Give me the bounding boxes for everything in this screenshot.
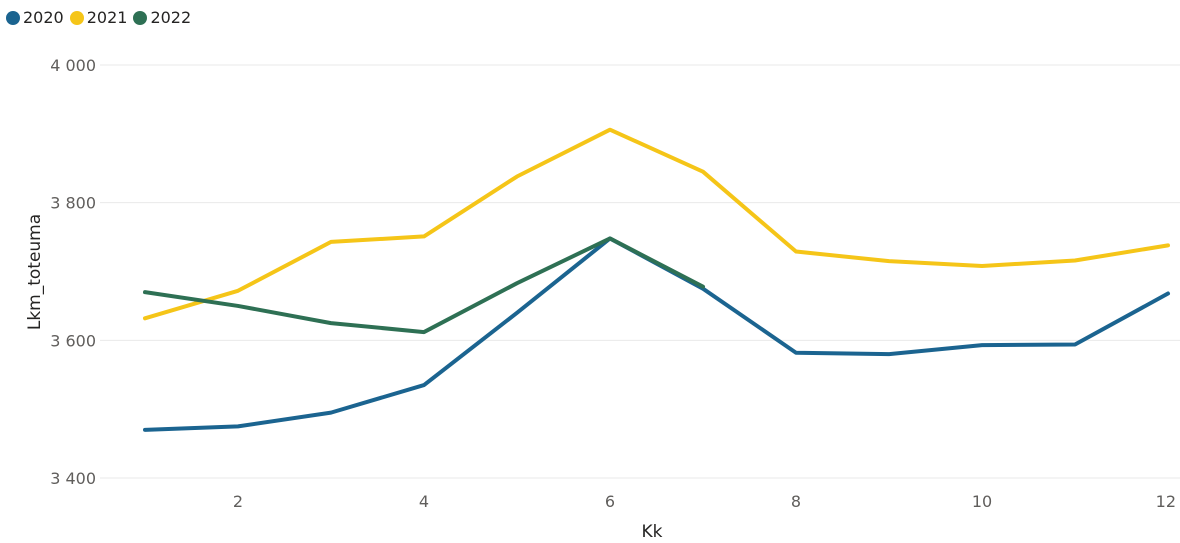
series-line-2020[interactable]: [143, 236, 1170, 432]
legend-item-2022[interactable]: 2022: [133, 8, 191, 27]
legend-item-2021[interactable]: 2021: [69, 8, 128, 27]
y-tick-label: 3 600: [50, 331, 96, 350]
legend-marker-2021: [69, 10, 84, 25]
legend-marker-2020: [6, 10, 20, 25]
series-line-2022[interactable]: [143, 236, 705, 335]
series-lines: [143, 127, 1170, 432]
y-axis-ticks: 3 400 3 600 3 800 4 000: [50, 56, 96, 488]
legend-label-2020: 2020: [23, 8, 64, 27]
x-tick-label: 2: [233, 492, 243, 511]
x-axis-ticks: 2 4 6 8 10 12: [233, 492, 1176, 511]
x-tick-label: 12: [1156, 492, 1176, 511]
y-tick-label: 3 800: [50, 194, 96, 213]
x-tick-label: 6: [605, 492, 615, 511]
y-tick-label: 4 000: [50, 56, 96, 75]
y-tick-label: 3 400: [50, 469, 96, 488]
gridlines: [100, 64, 1180, 479]
legend-marker-2022: [133, 10, 148, 25]
x-axis-title: Kk: [642, 522, 663, 542]
x-tick-label: 4: [419, 492, 429, 511]
legend-label-2021: 2021: [86, 8, 128, 27]
legend-item-2020[interactable]: 2020: [6, 8, 64, 27]
chart-legend: 2020 2021 2022: [6, 8, 197, 27]
legend-label-2022: 2022: [150, 8, 192, 27]
y-axis-title: Lkm_toteuma: [25, 214, 45, 330]
x-tick-label: 8: [791, 492, 801, 511]
x-tick-label: 10: [972, 492, 992, 511]
series-line-2021[interactable]: [143, 127, 1170, 321]
